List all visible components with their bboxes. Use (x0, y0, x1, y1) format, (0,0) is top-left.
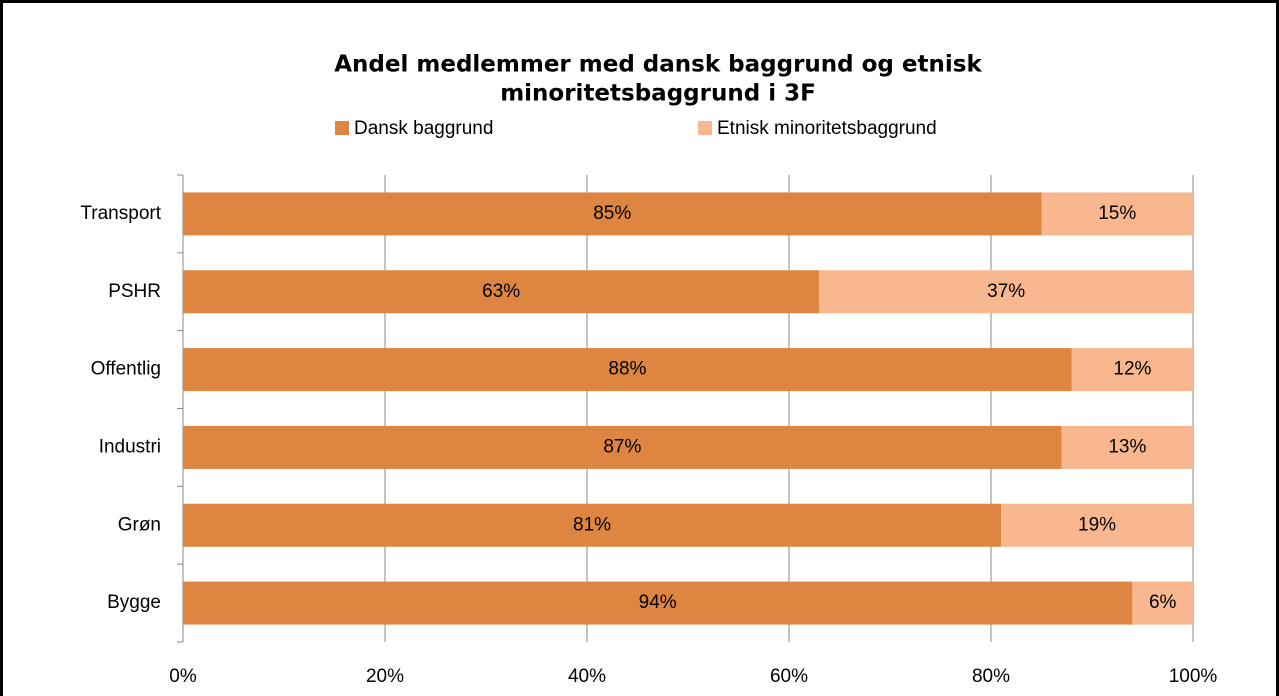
legend-swatch (698, 121, 712, 135)
bar-segment (183, 581, 1133, 625)
y-tick-label: Offentlig (91, 359, 161, 380)
bar-segment (1132, 581, 1193, 625)
data-label: 6% (1149, 592, 1177, 613)
data-label: 81% (573, 514, 611, 535)
data-label: 19% (1078, 514, 1116, 535)
data-label: 37% (987, 281, 1025, 302)
y-tick-label: Transport (80, 203, 161, 224)
data-label: 85% (593, 203, 631, 224)
legend-swatch (335, 121, 349, 135)
bar-segment (183, 348, 1072, 392)
bar-segment (183, 425, 1062, 469)
bar-segment (183, 503, 1002, 547)
bar-segment (1041, 192, 1193, 236)
bar-segment (1071, 348, 1193, 392)
chart-title: Andel medlemmer med dansk baggrund og et… (334, 52, 982, 78)
bar-segment (183, 270, 820, 314)
bar-segment (819, 270, 1193, 314)
y-tick-label: Grøn (118, 514, 161, 535)
legend-label: Etnisk minoritetsbaggrund (717, 118, 937, 139)
bar-segment (183, 192, 1042, 236)
data-label: 94% (639, 592, 677, 613)
x-tick-label: 100% (1169, 666, 1218, 687)
x-tick-label: 60% (770, 666, 808, 687)
bar-segment (1001, 503, 1193, 547)
data-label: 63% (482, 281, 520, 302)
x-tick-label: 20% (366, 666, 404, 687)
data-label: 12% (1113, 359, 1151, 380)
y-tick-label: Industri (99, 436, 161, 457)
y-tick-label: PSHR (108, 281, 161, 302)
data-label: 15% (1098, 203, 1136, 224)
x-tick-label: 80% (972, 666, 1010, 687)
data-label: 88% (608, 359, 646, 380)
x-tick-label: 40% (568, 666, 606, 687)
data-label: 13% (1108, 436, 1146, 457)
legend-label: Dansk baggrund (354, 118, 493, 139)
data-label: 87% (603, 436, 641, 457)
x-tick-label: 0% (169, 666, 197, 687)
bar-segment (1061, 425, 1193, 469)
chart-title: minoritetsbaggrund i 3F (500, 81, 816, 107)
y-tick-label: Bygge (107, 592, 161, 613)
